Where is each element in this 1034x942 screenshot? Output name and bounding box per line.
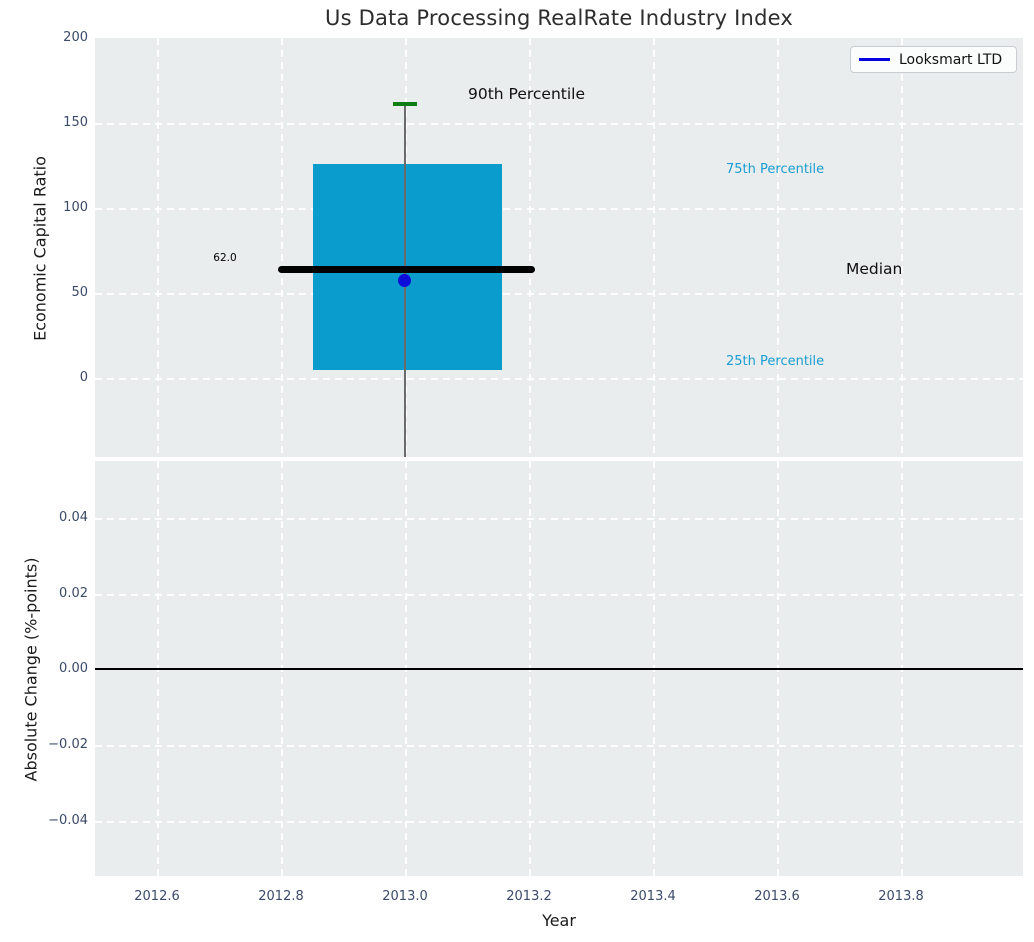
gridline: [95, 518, 1023, 520]
gridline: [95, 123, 1023, 125]
ytick-bot-002: 0.02: [59, 586, 88, 601]
ytick-bot-004: 0.04: [59, 510, 88, 525]
ytick-bot-000: 0.00: [59, 661, 88, 676]
ytick-top-50: 50: [71, 285, 88, 300]
chart-title: Us Data Processing RealRate Industry Ind…: [325, 6, 793, 30]
top-axes: [95, 38, 1023, 457]
median-value-label: 62.0: [213, 252, 237, 264]
xtick-2012-6: 2012.6: [134, 889, 180, 904]
ytick-top-100: 100: [63, 200, 88, 215]
xtick-2013-8: 2013.8: [878, 889, 924, 904]
ytick-top-200: 200: [63, 30, 88, 45]
gridline: [95, 378, 1023, 380]
median-label: Median: [846, 260, 903, 278]
gridline: [95, 293, 1023, 295]
legend-label: Looksmart LTD: [899, 51, 1003, 68]
gridline: [281, 38, 283, 457]
top-ylabel: Economic Capital Ratio: [30, 156, 50, 341]
xtick-2013-2: 2013.2: [506, 889, 552, 904]
p90-percentile-label: 90th Percentile: [468, 85, 586, 103]
ytick-top-150: 150: [63, 115, 88, 130]
company-marker-dot: [398, 274, 411, 287]
gridline: [777, 38, 779, 457]
gridline: [529, 38, 531, 457]
ytick-bot-n002: −0.02: [48, 737, 88, 752]
bottom-ylabel: Absolute Change (%-points): [21, 557, 41, 782]
xlabel: Year: [542, 911, 576, 930]
zero-line: [95, 668, 1023, 670]
bottom-axes: [95, 461, 1023, 876]
gridline: [95, 821, 1023, 823]
legend: Looksmart LTD: [850, 46, 1017, 73]
gridline: [95, 594, 1023, 596]
legend-line-sample: [859, 58, 890, 61]
gridline: [653, 38, 655, 457]
p90-whisker-cap: [393, 102, 417, 106]
xtick-2013-6: 2013.6: [754, 889, 800, 904]
p75-percentile-label: 75th Percentile: [726, 162, 825, 177]
gridline: [95, 208, 1023, 210]
median-line: [278, 266, 535, 273]
gridline: [901, 38, 903, 457]
ytick-bot-n004: −0.04: [48, 813, 88, 828]
p25-percentile-label: 25th Percentile: [726, 354, 825, 369]
gridline: [157, 38, 159, 457]
xtick-2013-4: 2013.4: [630, 889, 676, 904]
xtick-2012-8: 2012.8: [258, 889, 304, 904]
xtick-2013-0: 2013.0: [382, 889, 428, 904]
ytick-top-0: 0: [79, 370, 88, 385]
gridline: [95, 745, 1023, 747]
